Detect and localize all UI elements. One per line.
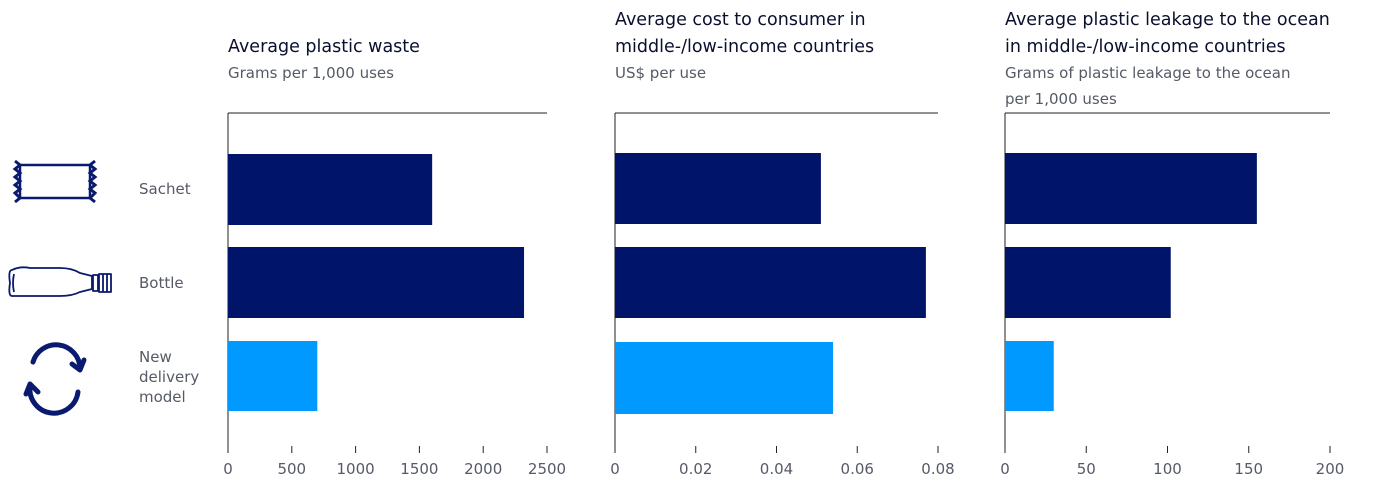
panel-subtitle-line: US$ per use [615,64,706,82]
x-tick-label: 0.06 [841,460,874,478]
bar-sachet [615,153,821,224]
x-tick-label: 2500 [528,460,566,478]
chart-panels: Average plastic waste Grams per 1,000 use… [223,10,1344,478]
bar-bottle [228,247,525,318]
bar-new-delivery-model [615,342,834,414]
panel-subtitle-line: Grams of plastic leakage to the ocean [1005,64,1290,82]
bar-new-delivery-model [228,341,318,411]
x-tick-label: 0 [223,460,233,478]
panel-title-line: Average plastic leakage to the ocean [1005,10,1330,30]
bar-bottle [1005,247,1171,318]
category-label: Bottle [139,274,184,292]
bar-sachet [228,154,433,225]
x-tick-label: 500 [277,460,306,478]
category-labels: Sachet Bottle New delivery model [139,180,199,406]
x-tick-label: 0.04 [760,460,793,478]
panel-subtitle-line: Grams per 1,000 uses [228,64,394,82]
bar-bottle [615,247,926,318]
refresh-cycle-icon [23,342,87,416]
sachet-icon [12,159,98,204]
x-tick-label: 200 [1316,460,1345,478]
chart-panel-1: Average plastic waste Grams per 1,000 use… [223,37,566,478]
x-tick-label: 50 [1077,460,1096,478]
panel-title-line: Average plastic waste [228,37,420,57]
panel-subtitle-line: per 1,000 uses [1005,90,1117,108]
bottle-icon [8,266,112,297]
panel-title-line: Average cost to consumer in [615,10,866,30]
x-tick-label: 2000 [464,460,502,478]
category-label: New delivery model [139,348,199,406]
category-label: Sachet [139,180,191,198]
chart-panel-2: Average cost to consumer in middle-/low-i… [610,10,954,478]
x-tick-label: 1000 [337,460,375,478]
panel-title-line: middle-/low-income countries [615,37,874,57]
panel-title-line: in middle-/low-income countries [1005,37,1286,57]
bar-sachet [1005,153,1257,224]
x-tick-label: 1500 [400,460,438,478]
x-tick-label: 0.02 [679,460,712,478]
chart-panel-3: Average plastic leakage to the ocean in m… [1000,10,1344,478]
x-tick-label: 0.08 [921,460,954,478]
x-tick-label: 0 [610,460,620,478]
x-tick-label: 150 [1234,460,1263,478]
x-tick-label: 0 [1000,460,1010,478]
bar-new-delivery-model [1005,341,1054,411]
x-tick-label: 100 [1153,460,1182,478]
